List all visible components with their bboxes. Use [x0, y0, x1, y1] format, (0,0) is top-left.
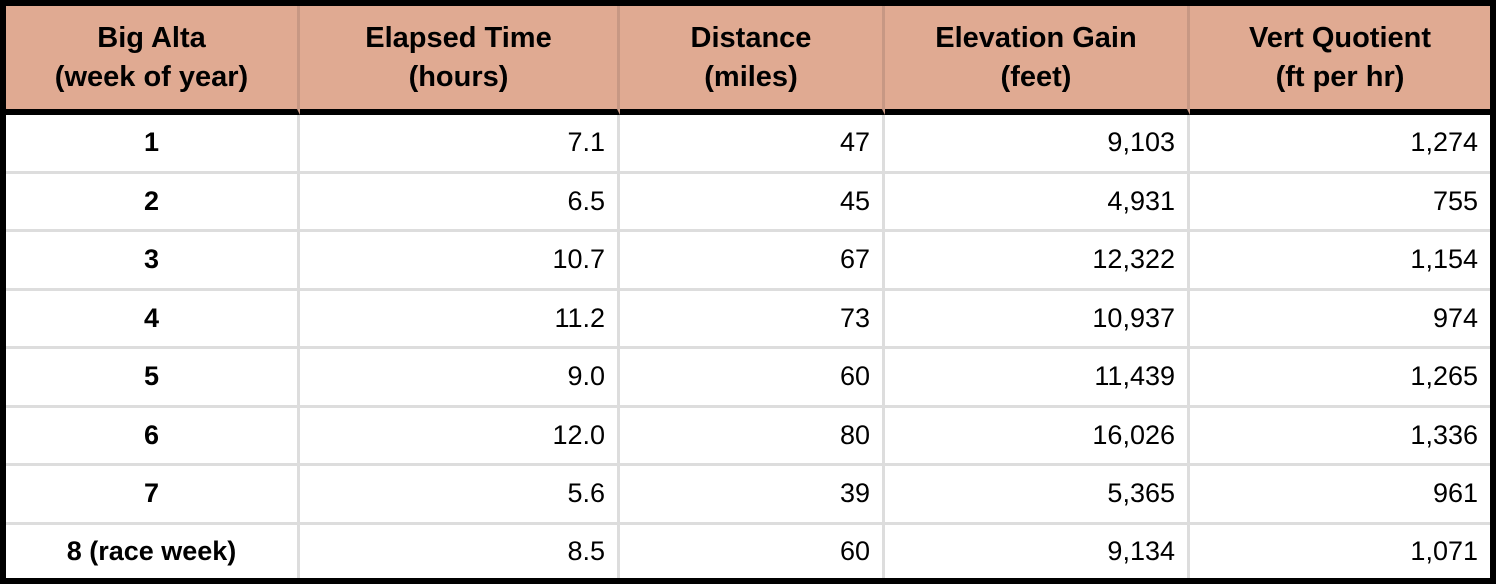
cell-vert-quotient: 1,265: [1190, 349, 1490, 408]
column-header-elevation-gain: Elevation Gain (feet): [885, 6, 1190, 115]
column-header-vert-quotient: Vert Quotient (ft per hr): [1190, 6, 1490, 115]
cell-week: 7: [6, 466, 300, 525]
cell-feet: 16,026: [885, 407, 1190, 467]
cell-vert-quotient: 1,071: [1190, 524, 1490, 578]
header-unit: (week of year): [54, 60, 249, 93]
header-unit: (feet): [1000, 60, 1072, 93]
cell-feet: 4,931: [885, 173, 1190, 233]
table-row: 2 6.5 45 4,931 755: [6, 173, 1490, 233]
cell-hours: 5.6: [300, 466, 620, 525]
cell-vert-quotient: 961: [1190, 466, 1490, 525]
cell-vert-quotient: 755: [1190, 173, 1490, 233]
cell-feet: 9,134: [885, 524, 1190, 578]
table-row: 1 7.1 47 9,103 1,274: [6, 115, 1490, 174]
table-body: 1 7.1 47 9,103 1,274 2 6.5 45 4,931 755 3 10.7 67 12,…: [6, 115, 1490, 578]
table-row: 8 (race week) 8.5 60 9,134 1,071: [6, 524, 1490, 578]
cell-feet: 12,322: [885, 232, 1190, 291]
table-row: 6 12.0 80 16,026 1,336: [6, 407, 1490, 467]
column-header-week: Big Alta (week of year): [6, 6, 300, 115]
column-header-distance: Distance (miles): [620, 6, 885, 115]
cell-feet: 10,937: [885, 290, 1190, 350]
table-row: 7 5.6 39 5,365 961: [6, 466, 1490, 525]
table-row: 3 10.7 67 12,322 1,154: [6, 232, 1490, 291]
cell-miles: 45: [620, 173, 885, 233]
cell-week: 5: [6, 349, 300, 408]
table-row: 5 9.0 60 11,439 1,265: [6, 349, 1490, 408]
header-unit: (ft per hr): [1275, 60, 1405, 93]
header-label: Distance: [690, 22, 812, 55]
header-label: Elevation Gain: [935, 22, 1137, 55]
table-header: Big Alta (week of year) Elapsed Time (ho…: [6, 6, 1490, 115]
header-unit: (miles): [704, 60, 798, 93]
cell-miles: 47: [620, 115, 885, 174]
cell-hours: 11.2: [300, 290, 620, 350]
cell-vert-quotient: 1,274: [1190, 115, 1490, 174]
header-row: Big Alta (week of year) Elapsed Time (ho…: [6, 6, 1490, 115]
header-label: Vert Quotient: [1248, 22, 1432, 55]
cell-miles: 39: [620, 466, 885, 525]
cell-week: 2: [6, 173, 300, 233]
cell-feet: 5,365: [885, 466, 1190, 525]
table-row: 4 11.2 73 10,937 974: [6, 290, 1490, 350]
header-unit: (hours): [408, 60, 509, 93]
cell-vert-quotient: 1,336: [1190, 407, 1490, 467]
header-label: Big Alta: [97, 22, 206, 55]
cell-week: 4: [6, 290, 300, 350]
cell-miles: 60: [620, 349, 885, 408]
cell-feet: 11,439: [885, 349, 1190, 408]
cell-vert-quotient: 1,154: [1190, 232, 1490, 291]
cell-hours: 12.0: [300, 407, 620, 467]
cell-miles: 80: [620, 407, 885, 467]
cell-hours: 6.5: [300, 173, 620, 233]
cell-miles: 73: [620, 290, 885, 350]
cell-feet: 9,103: [885, 115, 1190, 174]
cell-hours: 7.1: [300, 115, 620, 174]
cell-week: 3: [6, 232, 300, 291]
cell-miles: 60: [620, 524, 885, 578]
cell-week: 8 (race week): [6, 524, 300, 578]
cell-hours: 9.0: [300, 349, 620, 408]
cell-hours: 8.5: [300, 524, 620, 578]
cell-vert-quotient: 974: [1190, 290, 1490, 350]
cell-week: 6: [6, 407, 300, 467]
column-header-elapsed-time: Elapsed Time (hours): [300, 6, 620, 115]
cell-week: 1: [6, 115, 300, 174]
header-label: Elapsed Time: [365, 22, 552, 55]
cell-miles: 67: [620, 232, 885, 291]
cell-hours: 10.7: [300, 232, 620, 291]
